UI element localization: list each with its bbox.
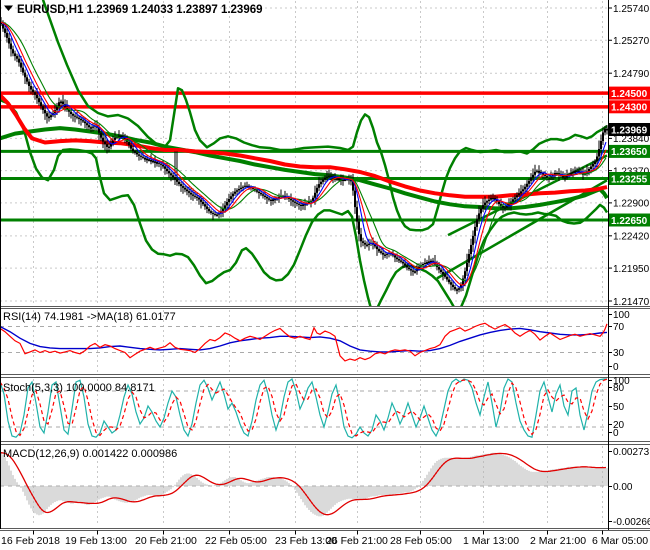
rsi-scale-label: 70: [613, 322, 625, 333]
price-badge-label: 1.23255: [611, 174, 648, 185]
slow-ma-red: [0, 93, 608, 199]
rsi-scale-label: 30: [613, 348, 625, 359]
current-price-badge: [609, 123, 650, 136]
stoch-scale-label: 80: [613, 383, 625, 394]
price-label: 1.21470: [613, 297, 650, 308]
price-label: 1.21950: [613, 264, 650, 275]
support-price-badge: [609, 213, 650, 227]
price-badge-label: 1.24300: [611, 103, 648, 114]
time-label: 16 Feb 2018: [1, 535, 60, 547]
time-label: 26 Feb 21:00: [326, 535, 388, 547]
time-label: 2 Mar 21:00: [530, 535, 586, 547]
labels-layer: EURUSD,H1 1.23969 1.24033 1.23897 1.2396…: [3, 4, 263, 460]
price-axis[interactable]: 1.25740 1.25270 1.24790 1.24500 1.24300 1.239…: [608, 0, 650, 529]
rsi-ma-line: [0, 325, 608, 353]
stochastic-panel[interactable]: [0, 378, 608, 441]
price-label: 1.25740: [613, 4, 650, 15]
price-label: 1.25270: [613, 36, 650, 47]
rsi-line: [0, 322, 608, 362]
fast-ma-red: [0, 21, 607, 286]
chart-title: EURUSD,H1 1.23969 1.24033 1.23897 1.2396…: [17, 4, 263, 16]
support-price-badge: [609, 172, 650, 185]
resistance-price-badge: [609, 100, 650, 114]
time-label: 19 Feb 13:00: [65, 535, 127, 547]
stoch-d-line: [0, 378, 608, 437]
rsi-scale-label: 100: [613, 310, 630, 321]
macd-panel[interactable]: [0, 445, 608, 528]
price-label: 1.22900: [613, 199, 650, 210]
macd-indicator-label: MACD(12,26,9) 0.001422 0.000986: [3, 448, 177, 460]
time-label: 22 Feb 05:00: [205, 535, 267, 547]
symbol-dropdown-icon[interactable]: [4, 5, 13, 12]
price-badge-label: 1.23969: [611, 125, 648, 136]
rsi-panel[interactable]: [0, 309, 608, 374]
bollinger-lower-band: [0, 98, 608, 306]
rsi-scale-label: 0: [613, 362, 619, 373]
stoch-scale-label: 100: [613, 376, 630, 387]
time-label: 1 Mar 13:00: [463, 535, 519, 547]
stoch-scale-label: 0: [613, 428, 619, 439]
stoch-scale-label: 50: [613, 402, 625, 413]
stoch-scale-label: 20: [613, 420, 625, 431]
price-badge-label: 1.23650: [611, 147, 648, 158]
time-label: 23 Feb 13:00: [275, 535, 337, 547]
time-axis[interactable]: 16 Feb 2018 19 Feb 13:00 20 Feb 21:00 22 Fe…: [0, 530, 650, 550]
rsi-indicator-label: RSI(14) 74.1981 ->MA(18) 61.0177: [3, 311, 176, 323]
support-price-badge: [609, 144, 650, 158]
macd-scale-label: 0.00: [613, 482, 633, 493]
price-badge-label: 1.22650: [611, 216, 648, 227]
time-label: 6 Mar 05:00: [592, 535, 648, 547]
stoch-indicator-label: Stoch(5,3,3) 100.0000 84.8171: [3, 382, 155, 394]
time-label: 20 Feb 21:00: [135, 535, 197, 547]
main-price-panel[interactable]: [0, 0, 608, 309]
fast-ma-blue: [0, 21, 607, 288]
panel-separators: [0, 0, 650, 531]
bollinger-upper-band: [41, 0, 608, 232]
macd-signal-line: [0, 452, 607, 516]
macd-scale-label: 0.00273: [613, 447, 650, 458]
price-badge-label: 1.24500: [611, 89, 648, 100]
resistance-price-badge: [609, 86, 650, 100]
price-label: 1.23840: [613, 134, 650, 145]
price-label: 1.22420: [613, 232, 650, 243]
price-label: 1.24790: [613, 69, 650, 80]
price-label: 1.23370: [613, 166, 650, 177]
time-label: 28 Feb 05:00: [390, 535, 452, 547]
slow-ma-green: [0, 126, 608, 211]
